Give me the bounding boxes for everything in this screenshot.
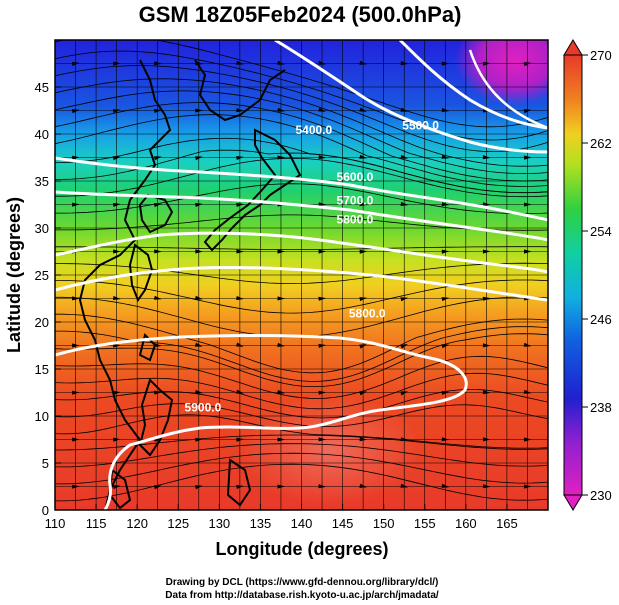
contour-label: 5500.0 xyxy=(402,118,439,132)
streamline xyxy=(55,137,548,194)
x-tick-label: 110 xyxy=(45,516,66,531)
contour-label: 5400.0 xyxy=(295,123,332,137)
y-tick-label: 20 xyxy=(35,315,49,330)
x-tick-label: 150 xyxy=(373,516,395,531)
streamline xyxy=(55,262,548,285)
x-tick-label: 160 xyxy=(455,516,477,531)
y-tick-label: 0 xyxy=(42,503,49,518)
colorbar-tick-label: 262 xyxy=(590,136,612,151)
x-tick-label: 140 xyxy=(291,516,313,531)
x-tick-label: 155 xyxy=(414,516,436,531)
streamline xyxy=(55,414,548,449)
streamline xyxy=(55,78,548,167)
colorbar-scale xyxy=(563,54,583,496)
x-tick-label: 125 xyxy=(167,516,189,531)
contour-labels: 5400.0 5500.0 5600.0 5700.0 5800.0 5800.0 5900… xyxy=(185,118,440,414)
plot-area xyxy=(55,40,548,510)
map-title: GSM 18Z05Feb2024 (500.0hPa) xyxy=(139,2,462,27)
y-tick-label: 35 xyxy=(35,174,49,189)
y-axis-ticks: 0 5 10 15 20 25 30 35 40 45 xyxy=(35,80,61,518)
x-tick-label: 130 xyxy=(208,516,230,531)
x-tick-label: 145 xyxy=(332,516,354,531)
colorbar-tick-label: 270 xyxy=(590,48,612,63)
contour-label: 5900.0 xyxy=(185,400,222,414)
streamline xyxy=(55,50,548,141)
height-contours xyxy=(55,40,548,510)
y-tick-label: 40 xyxy=(35,127,49,142)
y-tick-label: 25 xyxy=(35,268,49,283)
contour-label: 5800.0 xyxy=(337,212,374,226)
colorbar-tick-label: 254 xyxy=(590,224,612,239)
colorbar-tick-label: 230 xyxy=(590,488,612,503)
streamline xyxy=(55,434,548,451)
streamline xyxy=(55,183,548,214)
colorbar-tick-label: 246 xyxy=(590,312,612,327)
x-tick-label: 115 xyxy=(86,516,107,531)
streamline xyxy=(55,246,548,250)
streamline xyxy=(55,372,548,410)
streamline xyxy=(55,114,548,187)
colorbar: 230 238 246 254 262 270 xyxy=(563,39,612,511)
y-tick-label: 15 xyxy=(35,362,49,377)
y-axis-label: Latitude (degrees) xyxy=(4,197,24,353)
streamline xyxy=(55,355,548,399)
streamline xyxy=(55,443,548,468)
x-axis-ticks: 110 115 120 125 130 135 140 145 150 155 160 165 xyxy=(45,504,518,531)
streamline xyxy=(55,157,548,198)
credit-drawing: Drawing by DCL (https://www.gfd-dennou.o… xyxy=(166,577,439,588)
streamline xyxy=(55,90,548,175)
x-tick-label: 165 xyxy=(496,516,518,531)
colorbar-bottom-arrow xyxy=(563,494,583,511)
x-tick-label: 120 xyxy=(126,516,148,531)
y-tick-label: 30 xyxy=(35,221,49,236)
warm-core xyxy=(240,395,420,505)
contour-label: 5600.0 xyxy=(337,170,374,184)
y-tick-label: 45 xyxy=(35,80,49,95)
colorbar-top-arrow xyxy=(563,39,583,56)
x-tick-label: 135 xyxy=(250,516,272,531)
streamline xyxy=(55,463,548,502)
colorbar-ticks: 230 238 246 254 262 270 xyxy=(582,48,612,503)
colorbar-tick-label: 238 xyxy=(590,400,612,415)
y-tick-label: 5 xyxy=(42,456,49,471)
cold-core xyxy=(455,40,548,105)
credit-data: Data from http://database.rish.kyoto-u.a… xyxy=(165,590,439,601)
streamline xyxy=(55,214,548,231)
contour-label: 5700.0 xyxy=(337,194,374,208)
contour-label: 5800.0 xyxy=(349,306,386,320)
streamline xyxy=(55,452,548,485)
streamline xyxy=(55,313,548,374)
y-tick-label: 10 xyxy=(35,409,49,424)
streamline xyxy=(55,279,548,314)
x-axis-label: Longitude (degrees) xyxy=(215,539,388,559)
lat-lon-grid xyxy=(55,40,548,510)
